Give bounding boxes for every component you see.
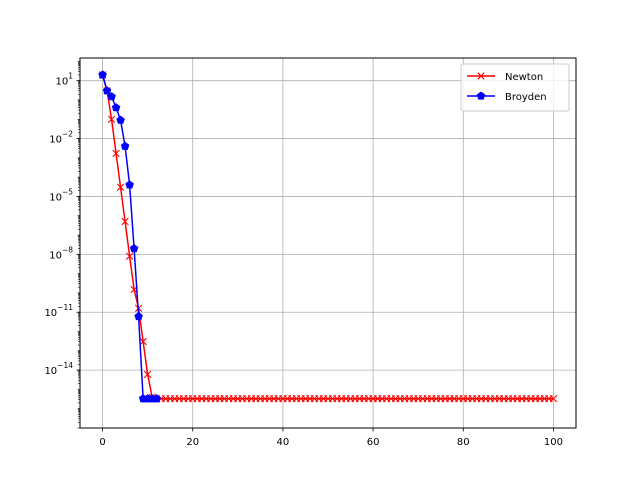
legend-item-newton: Newton xyxy=(467,72,543,83)
legend-label: Newton xyxy=(505,72,543,83)
series-broyden xyxy=(98,70,161,403)
data-point-newton xyxy=(139,337,147,346)
series-newton xyxy=(98,71,558,403)
y-tick-label: 10−14 xyxy=(44,361,73,377)
x-tick-label: 20 xyxy=(186,437,199,448)
data-point-newton xyxy=(143,370,152,379)
data-point-newton xyxy=(112,149,120,158)
data-point-broyden xyxy=(98,70,107,79)
data-point-newton xyxy=(107,115,116,123)
data-point-broyden xyxy=(134,312,143,321)
legend-marker xyxy=(476,91,486,100)
data-point-broyden xyxy=(125,180,134,189)
series-layer xyxy=(98,70,558,403)
legend-label: Broyden xyxy=(505,92,547,103)
y-tick-label: 101 xyxy=(55,72,73,88)
data-point-broyden xyxy=(120,141,130,150)
grid xyxy=(80,58,576,428)
data-point-broyden xyxy=(116,115,125,124)
data-point-broyden xyxy=(152,394,161,403)
x-axis: 0 20 40 60 80 100 xyxy=(99,428,563,448)
x-tick-label: 0 xyxy=(99,437,105,448)
data-point-newton xyxy=(116,183,125,191)
legend: Newton Broyden xyxy=(460,63,570,112)
x-tick-label: 100 xyxy=(544,437,563,448)
data-point-broyden xyxy=(111,103,121,112)
y-tick-label: 10−8 xyxy=(49,245,73,261)
data-point-broyden xyxy=(102,86,112,95)
y-axis: 101 10−2 10−5 10−8 10−11 10−14 xyxy=(44,61,80,429)
y-tick-label: 10−5 xyxy=(49,187,73,203)
data-point-newton xyxy=(549,395,558,403)
legend-item-broyden: Broyden xyxy=(467,91,547,103)
data-point-newton xyxy=(121,217,129,226)
x-tick-label: 60 xyxy=(367,437,380,448)
x-tick-label: 40 xyxy=(277,437,290,448)
y-tick-label: 10−11 xyxy=(44,303,73,319)
y-tick-label: 10−2 xyxy=(49,130,73,146)
legend-marker xyxy=(477,72,485,80)
data-point-newton xyxy=(125,252,134,260)
data-point-broyden xyxy=(107,92,116,101)
x-tick-label: 80 xyxy=(457,437,470,448)
data-point-broyden xyxy=(129,244,139,253)
